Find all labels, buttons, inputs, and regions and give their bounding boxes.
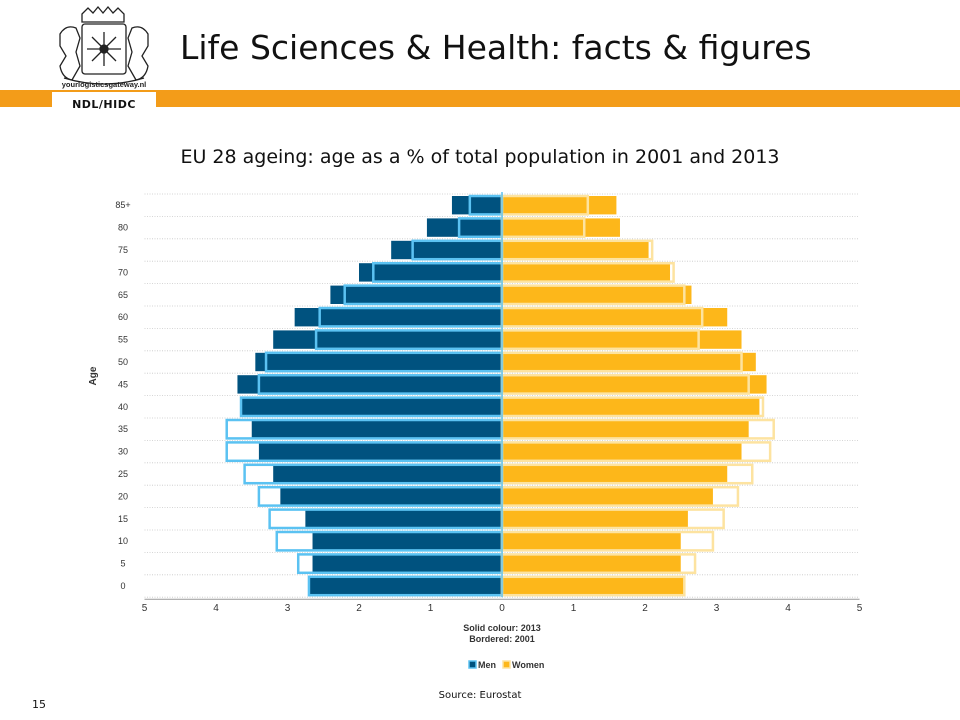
x-tick-label: 2 (356, 603, 362, 614)
x-tick-label: 2 (642, 603, 648, 614)
age-tick-label: 15 (118, 514, 128, 524)
age-tick-label: 0 (120, 581, 125, 591)
legend-note-line2: Bordered: 2001 (469, 634, 535, 644)
y-axis-label: Age (88, 366, 99, 385)
women-2013-bar (502, 196, 617, 215)
men-2013-bar (255, 352, 502, 372)
men-2013-bar (305, 509, 502, 528)
age-tick-label: 80 (118, 223, 128, 233)
women-2013-bar (502, 397, 760, 416)
women-2013-bar (502, 464, 728, 484)
age-tick-label: 85+ (115, 200, 130, 210)
page-number: 15 (32, 698, 46, 711)
logo-crest-icon (59, 5, 149, 85)
x-tick-label: 4 (785, 603, 791, 614)
legend-women-swatch (502, 660, 511, 669)
legend-note-line1: Solid colour: 2013 (463, 623, 541, 633)
men-2013-bar (241, 397, 502, 416)
men-2013-bar (237, 375, 502, 394)
x-tick-label: 3 (285, 603, 291, 614)
x-tick-label: 3 (714, 603, 720, 614)
age-tick-label: 45 (118, 379, 128, 389)
age-tick-label: 75 (118, 245, 128, 255)
women-2013-bar (502, 442, 742, 461)
age-tick-label: 70 (118, 267, 128, 277)
men-2013-bar (391, 240, 502, 260)
men-2013-bar (312, 554, 502, 573)
men-2013-bar (294, 308, 502, 327)
men-2013-bar (330, 285, 502, 304)
source-note: Source: Eurostat (438, 690, 522, 701)
men-2013-bar (258, 442, 502, 461)
age-tick-label: 25 (118, 469, 128, 479)
women-2013-bar (502, 576, 685, 596)
men-2013-bar (312, 532, 502, 551)
women-2013-bar (502, 420, 749, 439)
age-tick-label: 60 (118, 312, 128, 322)
age-tick-label: 40 (118, 402, 128, 412)
x-tick-label: 0 (499, 603, 505, 614)
age-tick-label: 50 (118, 357, 128, 367)
women-2013-bar (502, 308, 728, 327)
women-2013-bar (502, 330, 742, 349)
slide-title: Life Sciences & Health: facts & figures (180, 28, 812, 67)
women-2013-bar (502, 263, 671, 282)
women-2013-bar (502, 532, 681, 551)
x-tick-label: 1 (571, 603, 577, 614)
logo-tag-text: NDL/HIDC (72, 98, 136, 111)
legend-men-swatch (468, 660, 477, 669)
x-tick-label: 1 (428, 603, 434, 614)
women-2013-bar (502, 285, 692, 304)
legend-men-label: Men (478, 660, 496, 670)
men-2013-bar (273, 464, 502, 484)
men-2013-bar (308, 576, 502, 596)
men-2013-bar (451, 196, 502, 215)
age-tick-label: 35 (118, 424, 128, 434)
age-tick-label: 5 (120, 559, 125, 569)
age-tick-label: 10 (118, 536, 128, 546)
men-2013-bar (251, 420, 502, 439)
men-2013-bar (280, 487, 502, 506)
legend-women-label: Women (512, 660, 544, 670)
age-tick-label: 20 (118, 491, 128, 501)
women-2013-bar (502, 509, 688, 528)
logo-url: yourlogisticsgateway.nl (61, 80, 147, 89)
age-tick-label: 55 (118, 335, 128, 345)
header-accent-bar (0, 90, 960, 107)
men-2013-bar (426, 218, 502, 237)
x-tick-label: 5 (142, 603, 148, 614)
women-2013-bar (502, 487, 713, 506)
women-2013-bar (502, 554, 681, 573)
women-2013-bar (502, 375, 767, 394)
women-2013-bar (502, 352, 756, 372)
women-2013-bar (502, 218, 620, 237)
x-tick-label: 5 (857, 603, 863, 614)
age-tick-label: 65 (118, 290, 128, 300)
women-2013-bar (502, 240, 649, 260)
logo-tag: NDL/HIDC (52, 92, 156, 118)
men-2013-bar (273, 330, 502, 349)
chart-title: EU 28 ageing: age as a % of total popula… (180, 146, 780, 168)
men-2013-bar (359, 263, 502, 282)
x-tick-label: 4 (213, 603, 219, 614)
age-tick-label: 30 (118, 447, 128, 457)
